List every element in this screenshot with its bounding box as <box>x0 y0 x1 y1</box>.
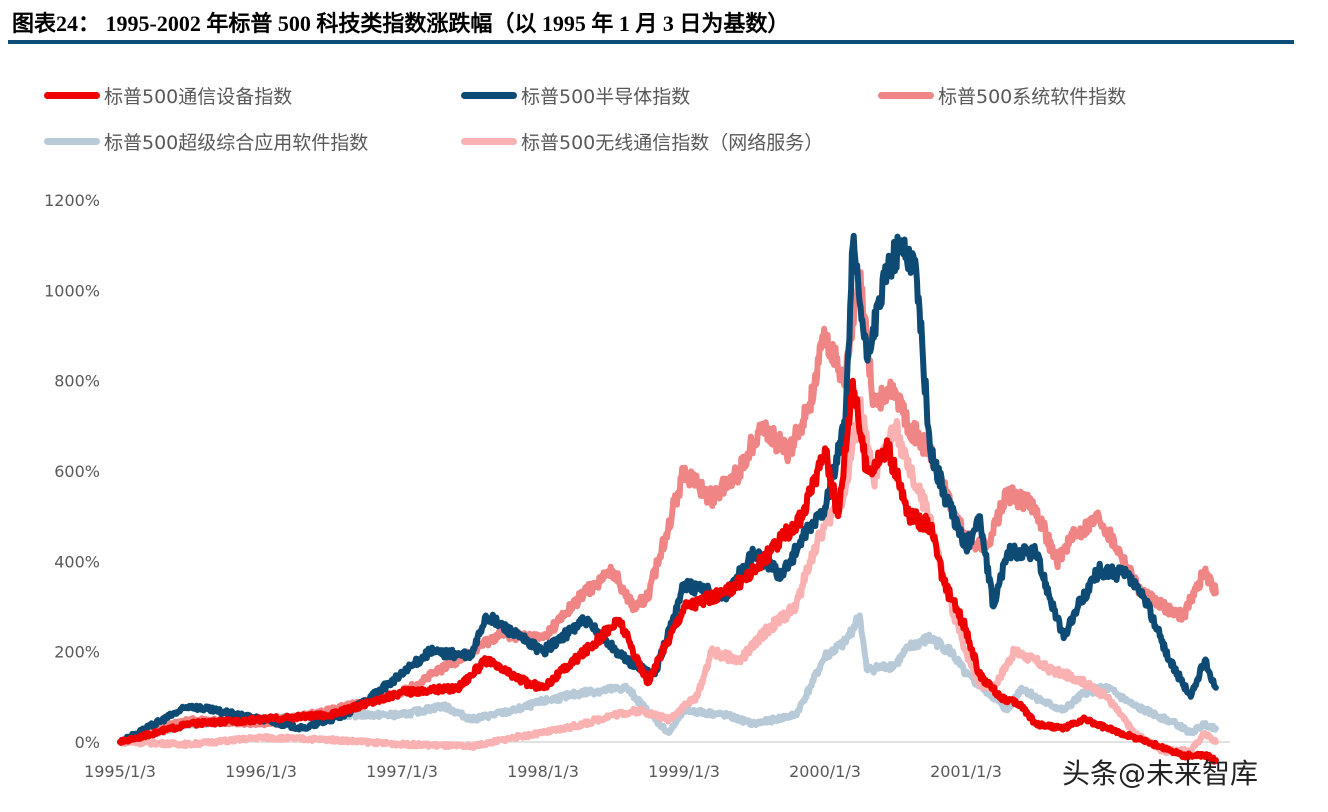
x-tick-label: 1999/1/3 <box>648 762 720 781</box>
legend-label: 标普500无线通信指数（网络服务） <box>521 132 824 154</box>
x-tick-label: 2000/1/3 <box>789 762 861 781</box>
legend-item-wireless: 标普500无线通信指数（网络服务） <box>461 128 823 155</box>
legend-item-composite-software: 标普500超级综合应用软件指数 <box>44 128 368 155</box>
series-line <box>117 396 1219 757</box>
figure-title: 图表24： 1995-2002 年标普 500 科技类指数涨跌幅（以 1995 … <box>12 11 790 36</box>
legend-item-telecom-equipment: 标普500通信设备指数 <box>44 82 292 109</box>
legend-label: 标普500超级综合应用软件指数 <box>104 132 369 154</box>
x-tick-label: 1996/1/3 <box>225 762 297 781</box>
x-tick-label: 1995/1/3 <box>84 762 156 781</box>
legend-label: 标普500半导体指数 <box>521 86 691 108</box>
legend-swatch <box>878 92 934 99</box>
legend-item-semiconductor: 标普500半导体指数 <box>461 82 690 109</box>
y-tick-label: 600% <box>54 462 100 481</box>
y-tick-label: 400% <box>54 552 100 571</box>
legend-label: 标普500通信设备指数 <box>104 86 293 108</box>
series-line <box>117 377 1219 765</box>
y-tick-label: 200% <box>54 643 100 662</box>
y-tick-label: 1200% <box>44 191 100 210</box>
x-tick-label: 1998/1/3 <box>507 762 579 781</box>
series-line <box>117 232 1219 746</box>
legend-swatch <box>44 92 100 99</box>
legend-swatch <box>461 138 517 145</box>
legend-label: 标普500系统软件指数 <box>938 86 1127 108</box>
y-tick-label: 800% <box>54 372 100 391</box>
x-tick-label: 1997/1/3 <box>366 762 438 781</box>
title-rule <box>8 40 1294 44</box>
y-tick-label: 0% <box>75 733 100 752</box>
legend-item-system-software: 标普500系统软件指数 <box>878 82 1126 109</box>
legend-swatch <box>461 92 517 99</box>
watermark: 头条@未来智库 <box>1062 757 1259 790</box>
legend-swatch <box>44 138 100 145</box>
y-tick-label: 1000% <box>44 281 100 300</box>
x-tick-label: 2001/1/3 <box>930 762 1002 781</box>
